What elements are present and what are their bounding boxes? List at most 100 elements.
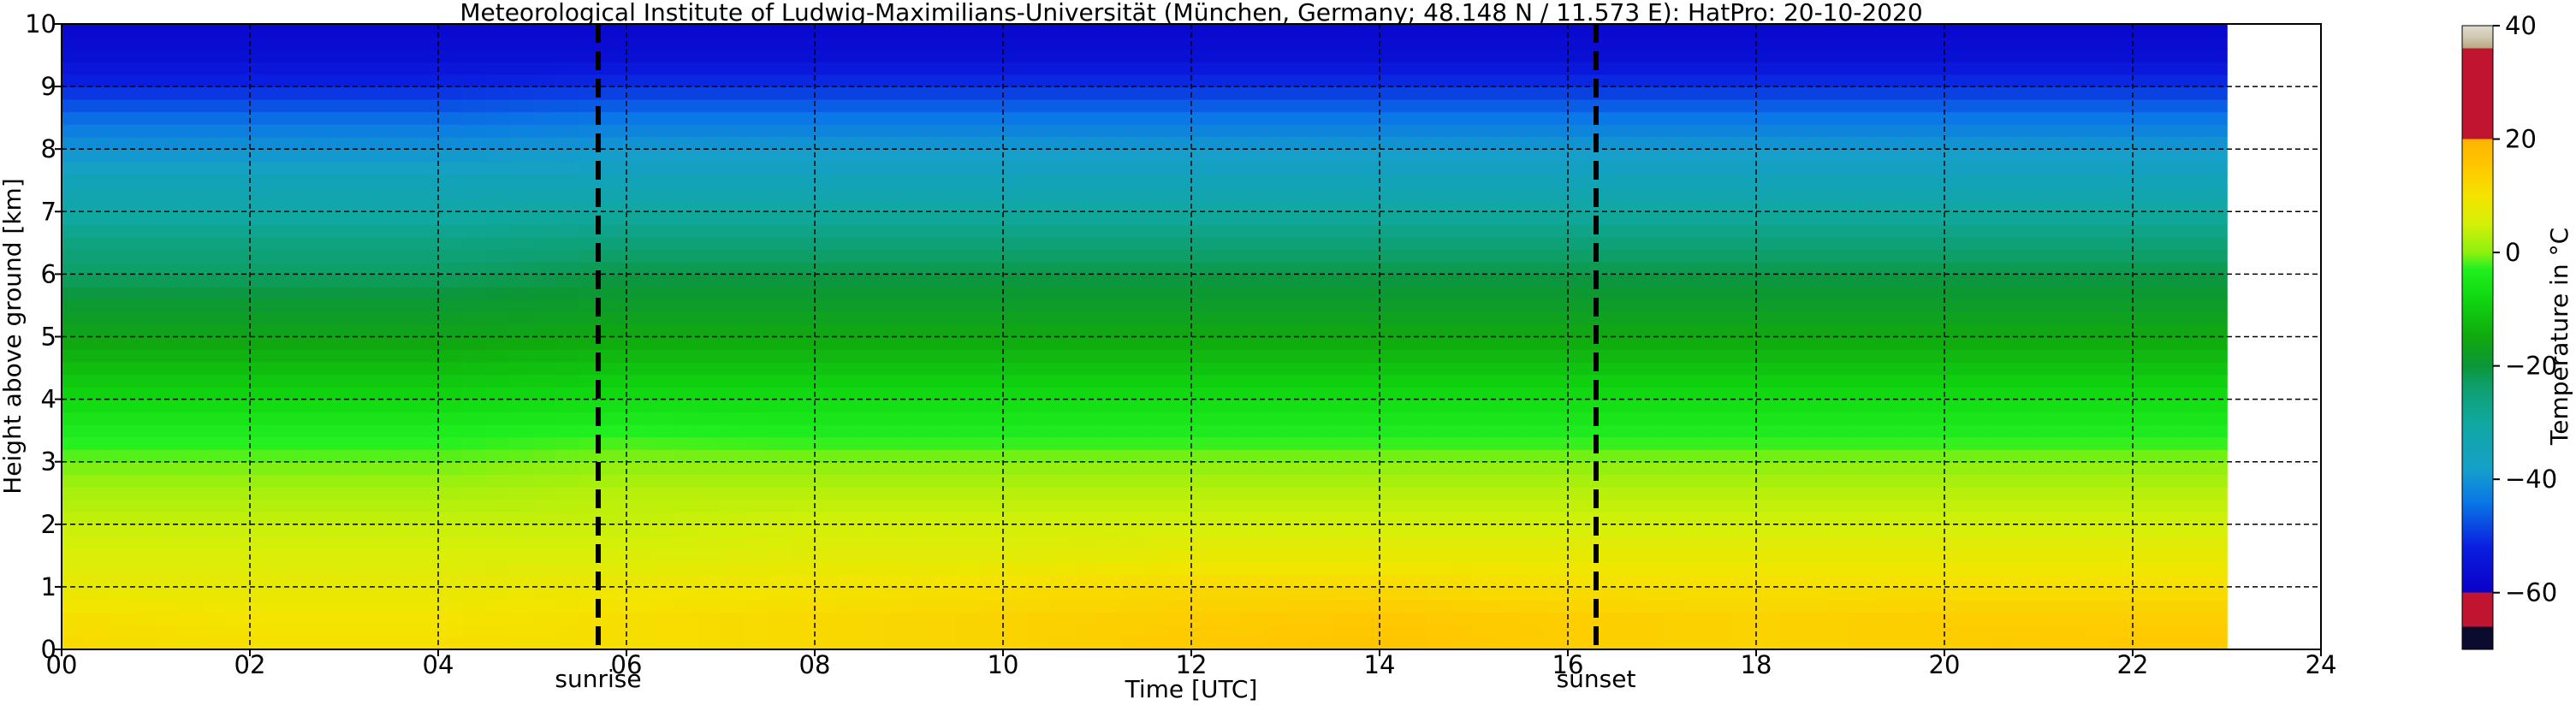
heatmap-cell — [768, 174, 792, 187]
heatmap-cell — [791, 274, 816, 287]
heatmap-cell — [2015, 586, 2039, 601]
heatmap-cell — [2133, 311, 2158, 325]
heatmap-cell — [1214, 399, 1239, 413]
heatmap-cell — [1709, 461, 1734, 476]
heatmap-cell — [1450, 123, 1475, 138]
heatmap-cell — [1285, 323, 1310, 338]
heatmap-cell — [932, 512, 957, 525]
heatmap-cell — [721, 274, 745, 287]
heatmap-cell — [768, 98, 792, 113]
heatmap-cell — [1191, 612, 1216, 625]
heatmap-cell — [1638, 123, 1663, 138]
heatmap-cell — [1003, 424, 1028, 438]
heatmap-cell — [2156, 136, 2181, 150]
heatmap-cell — [85, 637, 110, 650]
x-axis-ticks: 00 02 04 06 08 10 12 14 16 18 20 22 24 — [46, 649, 2336, 679]
heatmap-cell — [203, 536, 228, 550]
heatmap-cell — [674, 211, 698, 225]
heatmap-cell — [1873, 424, 1898, 438]
heatmap-cell — [179, 36, 204, 50]
heatmap-cell — [85, 336, 110, 350]
heatmap-cell — [1097, 512, 1122, 525]
heatmap-cell — [2180, 349, 2205, 363]
heatmap-cell — [179, 449, 204, 463]
heatmap-cell — [1497, 461, 1522, 476]
heatmap-cell — [1497, 187, 1522, 200]
heatmap-cell — [391, 111, 416, 125]
heatmap-cell — [744, 536, 769, 550]
heatmap-cell — [367, 399, 392, 413]
heatmap-cell — [1873, 449, 1898, 463]
heatmap-cell — [1097, 336, 1122, 350]
heatmap-cell — [1850, 187, 1875, 200]
heatmap-cell — [1826, 549, 1851, 563]
heatmap-cell — [1474, 586, 1499, 601]
heatmap-cell — [1167, 399, 1192, 413]
heatmap-cell — [297, 374, 322, 388]
heatmap-cell — [461, 461, 486, 476]
heatmap-cell — [461, 61, 486, 75]
heatmap-cell — [320, 299, 345, 313]
heatmap-cell — [320, 187, 345, 200]
heatmap-cell — [1732, 612, 1757, 625]
heatmap-cell — [555, 386, 580, 400]
heatmap-cell — [2133, 512, 2158, 525]
heatmap-cell — [1403, 86, 1427, 100]
heatmap-cell — [1521, 198, 1546, 213]
heatmap-cell — [1662, 223, 1687, 238]
heatmap-cell — [1544, 549, 1569, 563]
heatmap-cell — [815, 211, 840, 225]
heatmap-cell — [438, 474, 463, 488]
heatmap-cell — [367, 187, 392, 200]
heatmap-cell — [650, 236, 674, 250]
heatmap-cell — [1850, 223, 1875, 238]
heatmap-cell — [1120, 374, 1145, 388]
heatmap-cell — [179, 61, 204, 75]
heatmap-cell — [2062, 149, 2086, 163]
heatmap-cell — [1897, 637, 1922, 650]
heatmap-cell — [1968, 449, 1992, 463]
heatmap-cell — [203, 323, 228, 338]
heatmap-cell — [1403, 187, 1427, 200]
heatmap-cell — [1732, 486, 1757, 501]
heatmap-cell — [1544, 336, 1569, 350]
heatmap-cell — [1261, 211, 1286, 225]
heatmap-cell — [1191, 49, 1216, 62]
heatmap-cell — [1380, 561, 1404, 576]
heatmap-cell — [2109, 211, 2134, 225]
heatmap-cell — [1991, 161, 2016, 175]
heatmap-cell — [650, 512, 674, 525]
heatmap-cell — [1144, 361, 1169, 376]
heatmap-cell — [414, 474, 439, 488]
heatmap-cell — [2086, 49, 2110, 62]
heatmap-cell — [109, 98, 134, 113]
heatmap-cell — [909, 486, 934, 501]
heatmap-cell — [2086, 274, 2110, 287]
heatmap-cell — [791, 574, 816, 588]
heatmap-cell — [791, 211, 816, 225]
heatmap-cell — [555, 637, 580, 650]
heatmap-cell — [815, 574, 840, 588]
heatmap-cell — [744, 512, 769, 525]
heatmap-cell — [438, 24, 463, 38]
heatmap-cell — [1544, 311, 1569, 325]
heatmap-cell — [1238, 111, 1263, 125]
heatmap-cell — [1144, 612, 1169, 625]
heatmap-cell — [1474, 261, 1499, 275]
heatmap-cell — [768, 361, 792, 376]
heatmap-cell — [438, 586, 463, 601]
heatmap-cell — [555, 586, 580, 601]
heatmap-cell — [1214, 336, 1239, 350]
heatmap-cell — [721, 287, 745, 300]
heatmap-cell — [1568, 236, 1593, 250]
heatmap-cell — [1826, 474, 1851, 488]
heatmap-cell — [1685, 349, 1710, 363]
heatmap-cell — [485, 436, 510, 450]
heatmap-cell — [1003, 412, 1028, 425]
heatmap-cell — [1968, 599, 1992, 613]
heatmap-cell — [132, 198, 157, 213]
heatmap-cell — [1450, 299, 1475, 313]
heatmap-cell — [1685, 512, 1710, 525]
heatmap-cell — [2156, 449, 2181, 463]
heatmap-cell — [2062, 486, 2086, 501]
